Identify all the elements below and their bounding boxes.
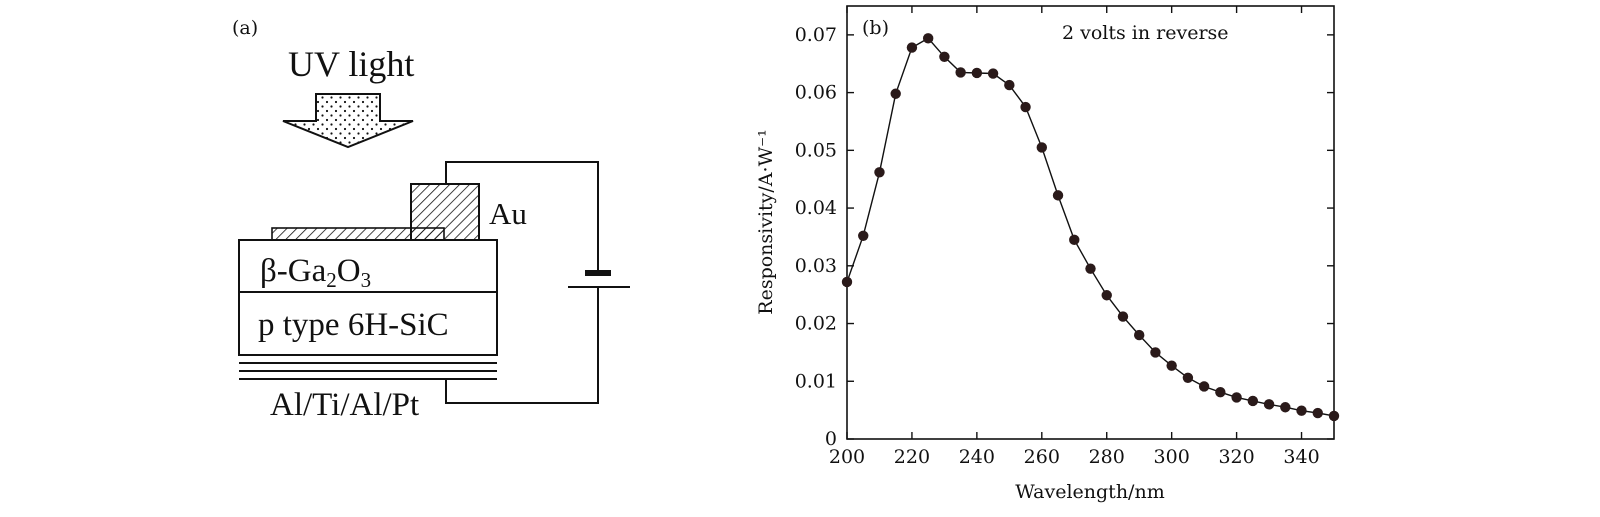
device-diagram: (a) UV light Au β-Ga2O3 p type 6H-SiC Al… [232,17,630,423]
data-point [939,51,950,63]
x-axis-ticks: 200 220 240 260 280 300 320 340 [829,6,1320,468]
x-tick-label: 260 [1024,446,1060,468]
data-point [1328,410,1340,422]
circuit-wire [445,161,599,404]
series-line [846,37,1335,417]
y-tick-label: 0.04 [795,197,837,219]
ga2o3-layer [238,239,498,293]
ga2o3-label: β-Ga2O3 [260,253,371,292]
data-point [1182,372,1194,384]
data-point [1101,290,1112,301]
data-point [1231,392,1242,403]
y-tick-label: 0.03 [795,255,837,277]
contact-label: Al/Ti/Al/Pt [270,387,419,423]
data-point [955,67,966,78]
data-point [1020,101,1031,113]
data-point [987,68,999,79]
data-point [890,88,901,99]
y-tick-label: 0.01 [795,370,837,392]
data-point [841,276,853,288]
plot-frame [846,5,1335,440]
data-point [1312,407,1323,419]
sic-label: p type 6H-SiC [258,307,449,343]
y-axis-ticks: 0 0.01 0.02 0.03 0.04 0.05 0.06 0.07 [795,24,1334,450]
data-point [1263,399,1275,410]
panel-a-label: (a) [232,17,258,39]
chart-annotation: 2 volts in reverse [1062,22,1229,44]
x-tick-label: 320 [1218,446,1254,468]
y-tick-label: 0 [825,428,837,450]
panel-b-label: (b) [862,17,889,39]
data-point [1280,402,1291,413]
data-point [1166,360,1177,371]
x-tick-label: 220 [894,446,930,468]
data-point [922,33,934,44]
y-tick-label: 0.07 [795,24,837,46]
data-point [874,167,885,178]
data-point [1296,405,1307,416]
data-point [906,42,918,53]
y-axis-label: Responsivity/A·W⁻¹ [755,129,777,314]
responsivity-chart: 200 220 240 260 280 300 320 340 0 0.01 0.02 0.03 0.… [755,5,1340,503]
uv-light-label: UV light [288,44,414,84]
sic-layer [238,291,498,356]
data-point [971,67,983,79]
x-tick-label: 300 [1154,446,1190,468]
data-point [1117,311,1129,322]
uv-arrow-icon [282,93,414,149]
data-point [1215,387,1226,398]
data-point [1052,190,1064,201]
data-point [1004,79,1015,91]
semitransparent-contact [271,227,445,241]
y-tick-label: 0.05 [795,139,837,161]
data-points [841,33,1340,422]
y-tick-label: 0.06 [795,82,837,104]
data-point [1069,234,1080,246]
data-point [858,230,869,241]
data-point [1247,395,1259,407]
data-point [1198,381,1210,392]
y-tick-label: 0.02 [795,313,837,335]
x-tick-label: 340 [1283,446,1319,468]
data-point [1036,142,1048,153]
x-tick-label: 240 [959,446,995,468]
au-label: Au [489,196,527,231]
x-tick-label: 200 [829,446,865,468]
x-axis-label: Wavelength/nm [1015,481,1164,503]
x-tick-label: 280 [1089,446,1125,468]
data-point [1150,347,1161,358]
data-point [1134,329,1145,341]
data-point [1085,263,1096,274]
